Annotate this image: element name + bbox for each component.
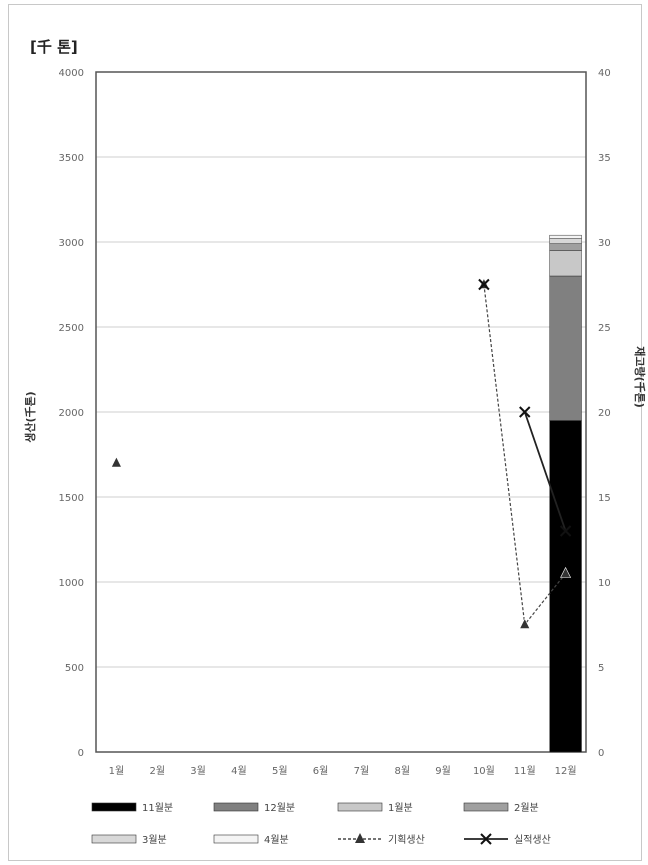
- y-tick-label: 3000: [59, 238, 84, 249]
- x-tick-label: 9월: [435, 765, 451, 777]
- legend-label: 실적생산: [514, 834, 551, 846]
- x-tick-label: 8월: [394, 765, 410, 777]
- legend-label: 기획생산: [388, 834, 425, 846]
- y2-tick-label: 10: [598, 578, 611, 589]
- bar-segment: [549, 243, 582, 251]
- x-tick-label: 11월: [514, 765, 536, 777]
- y2-tick-label: 20: [598, 408, 611, 419]
- legend-label: 4월분: [264, 834, 289, 846]
- y2-tick-label: 40: [598, 68, 611, 79]
- legend-label: 12월분: [264, 802, 295, 814]
- data-point: [519, 617, 531, 629]
- series-line: [523, 411, 567, 532]
- unit-label: [千 톤]: [30, 38, 78, 56]
- legend-label: 2월분: [514, 802, 539, 814]
- bar-segment: [549, 420, 582, 753]
- legend-swatch: [337, 802, 383, 812]
- legend-swatch: [91, 834, 137, 844]
- legend-swatch: [213, 802, 259, 812]
- y-tick-label: 500: [65, 663, 84, 674]
- y-tick-label: 0: [78, 748, 84, 759]
- x-tick-label: 4월: [231, 765, 247, 777]
- y-tick-label: 4000: [59, 68, 84, 79]
- x-tick-label: 3월: [190, 765, 206, 777]
- y2-tick-label: 5: [598, 663, 604, 674]
- y2-tick-label: 35: [598, 153, 611, 164]
- y-tick-label: 2500: [59, 323, 84, 334]
- x-tick-label: 5월: [272, 765, 288, 777]
- data-point: [519, 406, 531, 418]
- y-tick-label: 2000: [59, 408, 84, 419]
- data-point: [110, 456, 122, 468]
- plot-area-border: [95, 71, 587, 753]
- y2-tick-label: 30: [598, 238, 611, 249]
- data-point: [478, 278, 490, 291]
- bar-segment: [549, 238, 582, 244]
- x-tick-label: 7월: [354, 765, 370, 777]
- y-axis-label: 생산(千톤): [23, 391, 37, 442]
- y2-tick-label: 0: [598, 748, 604, 759]
- legend-swatch: [91, 802, 137, 812]
- legend-marker: [355, 833, 365, 843]
- x-tick-label: 2월: [149, 765, 165, 777]
- x-tick-label: 10월: [473, 765, 495, 777]
- y-tick-label: 1000: [59, 578, 84, 589]
- bar-segment: [549, 275, 582, 421]
- bar-segment: [549, 250, 582, 277]
- chart-frame: [8, 4, 642, 861]
- legend-marker: [480, 833, 492, 845]
- x-tick-label: 12월: [555, 765, 577, 777]
- y-tick-label: 1500: [59, 493, 84, 504]
- legend-swatch: [213, 834, 259, 844]
- x-tick-label: 6월: [313, 765, 329, 777]
- bar-segment: [549, 234, 582, 239]
- y2-axis-label: 재고량(千톤): [633, 346, 647, 408]
- y2-tick-label: 25: [598, 323, 611, 334]
- x-tick-label: 1월: [109, 765, 125, 777]
- legend-label: 3월분: [142, 834, 167, 846]
- legend-label: 11월분: [142, 802, 173, 814]
- legend-swatch: [463, 802, 509, 812]
- legend-label: 1월분: [388, 802, 413, 814]
- y2-tick-label: 15: [598, 493, 611, 504]
- y-tick-label: 3500: [59, 153, 84, 164]
- data-point: [559, 525, 572, 537]
- data-point: [560, 566, 572, 578]
